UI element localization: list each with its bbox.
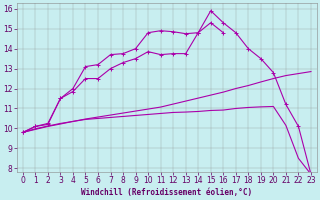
X-axis label: Windchill (Refroidissement éolien,°C): Windchill (Refroidissement éolien,°C) — [81, 188, 252, 197]
